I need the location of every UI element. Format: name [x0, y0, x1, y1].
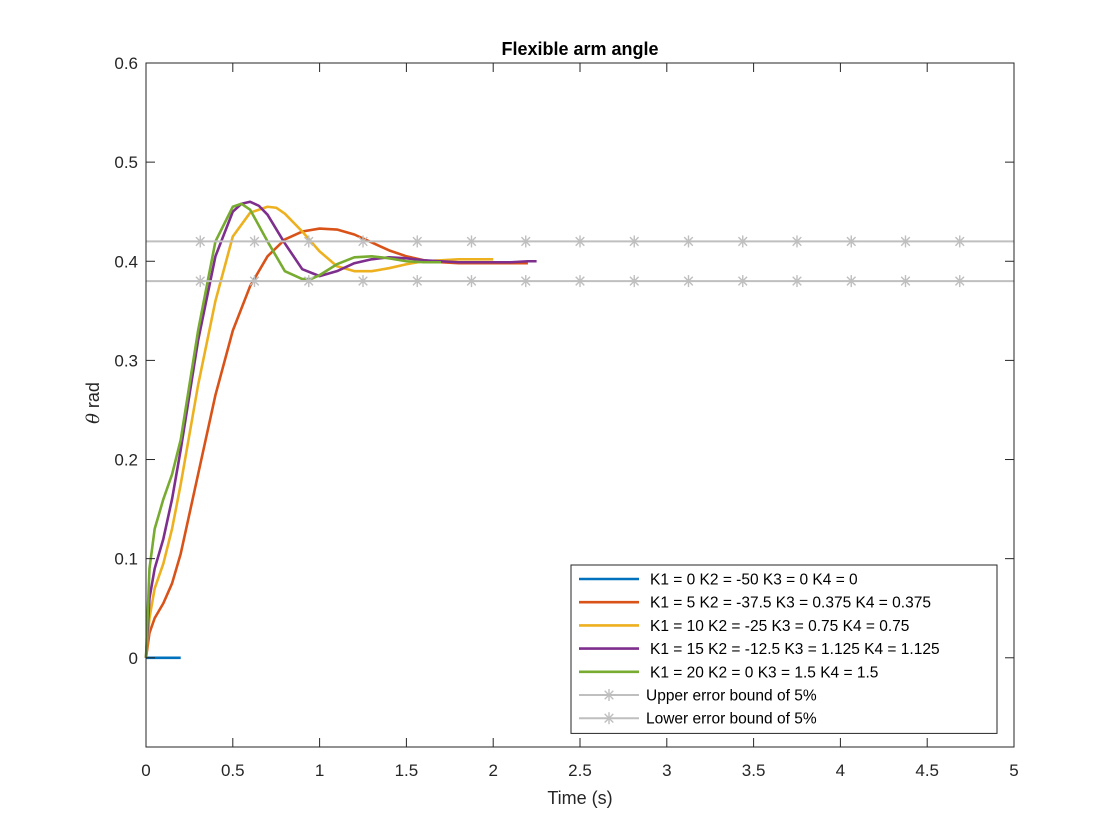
series-6-marker-12 — [791, 235, 803, 248]
y-tick-label: 0.6 — [114, 54, 138, 73]
legend-label: Lower error bound of 5% — [646, 711, 817, 728]
legend: K1 = 0 K2 = -50 K3 = 0 K4 = 0 K1 = 5 K2 =… — [570, 564, 998, 734]
series-7-marker-15 — [953, 275, 966, 288]
legend-label: K1 = 10 K2 = -25 K3 = 0.75 K4 = 0.75 — [650, 618, 909, 635]
series-6-marker-7 — [519, 235, 532, 248]
series-6-marker-6 — [465, 235, 478, 248]
series-6-marker-1 — [194, 235, 207, 248]
series-6-marker-8 — [574, 235, 586, 248]
y-tick-label: 0.3 — [114, 351, 138, 370]
legend-label: K1 = 15 K2 = -12.5 K3 = 1.125 K4 = 1.125 — [650, 641, 940, 658]
series-7-marker-5 — [411, 275, 424, 288]
series-7-marker-11 — [736, 275, 749, 288]
series-7-marker-9 — [628, 275, 641, 288]
legend-item-5: K1 = 20 K2 = 0 K3 = 1.5 K4 = 1.5 — [579, 664, 878, 681]
legend-label: K1 = 20 K2 = 0 K3 = 1.5 K4 = 1.5 — [650, 664, 878, 681]
chart-title: Flexible arm angle — [501, 39, 658, 59]
series-7 — [146, 275, 1014, 288]
legend-item-2: K1 = 5 K2 = -37.5 K3 = 0.375 K4 = 0.375 — [579, 595, 931, 612]
legend-item-7: Lower error bound of 5% — [579, 711, 817, 728]
series-7-marker-14 — [899, 275, 912, 288]
x-tick-label: 5 — [1009, 761, 1018, 780]
x-tick-label: 4.5 — [915, 761, 939, 780]
legend-label: K1 = 0 K2 = -50 K3 = 0 K4 = 0 — [650, 572, 858, 589]
series-6-marker-9 — [628, 235, 641, 248]
series-6-marker-5 — [411, 235, 424, 248]
x-tick-label: 4 — [836, 761, 845, 780]
legend-label: K1 = 5 K2 = -37.5 K3 = 0.375 K4 = 0.375 — [650, 595, 931, 612]
series-7-marker-7 — [519, 275, 532, 288]
series-7-marker-8 — [574, 275, 586, 288]
legend-label: Upper error bound of 5% — [646, 688, 817, 705]
series-6-marker-4 — [357, 235, 369, 248]
series-6 — [146, 235, 1014, 248]
legend-box — [570, 564, 998, 734]
series-6-marker-10 — [682, 235, 695, 248]
legend-item-3: K1 = 10 K2 = -25 K3 = 0.75 K4 = 0.75 — [579, 618, 909, 635]
series-6-marker-13 — [845, 235, 858, 248]
series-7-marker-3 — [302, 275, 315, 288]
x-tick-label: 2.5 — [568, 761, 592, 780]
y-axis-label-symbol: θ — [83, 413, 104, 424]
x-tick-label: 0.5 — [221, 761, 245, 780]
series-6-marker-11 — [736, 235, 749, 248]
series-7-marker-4 — [357, 275, 369, 288]
x-tick-label: 0 — [141, 761, 150, 780]
legend-item-6: Upper error bound of 5% — [579, 688, 817, 705]
y-axis-label-unit: rad — [83, 382, 103, 408]
x-tick-label: 3.5 — [742, 761, 766, 780]
series-6-marker-2 — [248, 235, 261, 248]
y-tick-label: 0.2 — [114, 451, 138, 470]
series-4 — [144, 200, 537, 658]
x-tick-label: 2 — [488, 761, 497, 780]
series-7-marker-10 — [682, 275, 695, 288]
series-4-line — [144, 200, 537, 658]
x-tick-label: 3 — [662, 761, 671, 780]
legend-item-4: K1 = 15 K2 = -12.5 K3 = 1.125 K4 = 1.125 — [579, 641, 940, 658]
series-7-marker-6 — [465, 275, 478, 288]
ticks: 0 0.5 1 1.5 2 2.5 3 3.5 4 4.5 5 0 0.1 0.2 0.3 0.4 0.5 0.6 — [114, 54, 1018, 780]
series-6-marker-14 — [899, 235, 912, 248]
series-7-marker-2 — [248, 275, 261, 288]
y-tick-label: 0 — [129, 649, 138, 668]
series-7-marker-1 — [194, 275, 207, 288]
x-tick-label: 1 — [315, 761, 324, 780]
series-6-marker-15 — [953, 235, 966, 248]
y-tick-label: 0.5 — [114, 153, 138, 172]
series-7-marker-12 — [791, 275, 803, 288]
plot-area — [144, 200, 1014, 660]
y-tick-label: 0.4 — [114, 252, 138, 271]
x-tick-label: 1.5 — [395, 761, 419, 780]
series-7-marker-13 — [845, 275, 858, 288]
y-tick-label: 0.1 — [114, 550, 138, 569]
y-axis-label: θ rad — [83, 382, 104, 424]
x-axis-label: Time (s) — [547, 788, 612, 808]
series-6-marker-3 — [302, 235, 315, 248]
legend-marker — [603, 712, 615, 725]
legend-marker — [603, 689, 615, 701]
legend-item-1: K1 = 0 K2 = -50 K3 = 0 K4 = 0 — [579, 572, 858, 589]
